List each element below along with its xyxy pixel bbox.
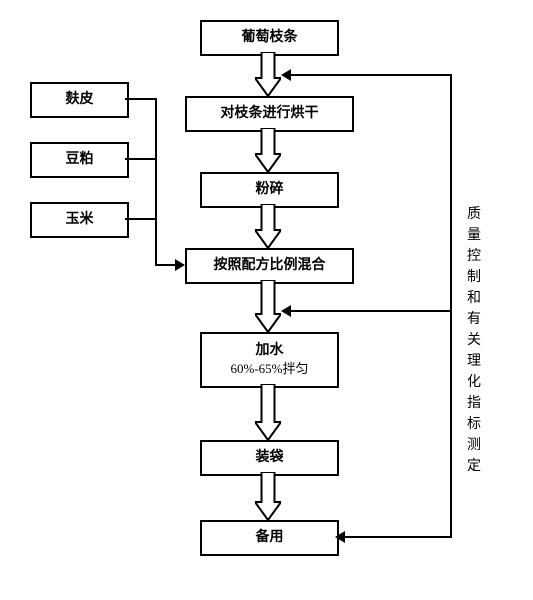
node-start: 葡萄枝条	[200, 20, 339, 56]
feedback-ready	[345, 536, 450, 538]
node-crush: 粉碎	[200, 172, 339, 208]
node-dry: 对枝条进行烘干	[185, 96, 354, 132]
node-label: 麸皮	[66, 91, 94, 109]
node-ready: 备用	[200, 520, 339, 556]
node-label: 豆粕	[66, 151, 94, 169]
bus-trunk	[155, 98, 157, 264]
bus-branch	[125, 98, 157, 100]
node-label: 对枝条进行烘干	[221, 105, 319, 123]
node-label: 装袋	[256, 449, 284, 467]
down-arrow	[255, 472, 281, 520]
bus-tail	[155, 264, 177, 266]
node-label: 加水	[256, 342, 284, 360]
node-sublabel: 60%-65%拌匀	[231, 361, 309, 378]
node-water: 加水60%-65%拌匀	[200, 332, 339, 388]
node-label: 粉碎	[256, 181, 284, 199]
node-bran: 麸皮	[30, 82, 129, 118]
down-arrow	[255, 52, 281, 96]
node-corn: 玉米	[30, 202, 129, 238]
feedback-water-arrowhead	[281, 305, 291, 317]
node-label: 玉米	[66, 211, 94, 229]
bus-branch	[125, 218, 157, 220]
bus-arrowhead	[175, 259, 185, 271]
feedback-trunk	[450, 74, 452, 538]
node-mix: 按照配方比例混合	[185, 248, 354, 284]
node-bag: 装袋	[200, 440, 339, 476]
node-label: 按照配方比例混合	[214, 257, 326, 275]
bus-branch	[125, 158, 157, 160]
feedback-dry-arrowhead	[281, 69, 291, 81]
feedback-dry	[291, 74, 450, 76]
node-label: 备用	[256, 529, 284, 547]
feedback-water	[291, 310, 450, 312]
down-arrow	[255, 128, 281, 172]
down-arrow	[255, 280, 281, 332]
node-label: 葡萄枝条	[242, 29, 298, 47]
feedback-ready-arrowhead	[335, 531, 345, 543]
feedback-label: 质量控制和有关理化指标测定	[464, 204, 484, 477]
down-arrow	[255, 384, 281, 440]
down-arrow	[255, 204, 281, 248]
node-soy: 豆粕	[30, 142, 129, 178]
